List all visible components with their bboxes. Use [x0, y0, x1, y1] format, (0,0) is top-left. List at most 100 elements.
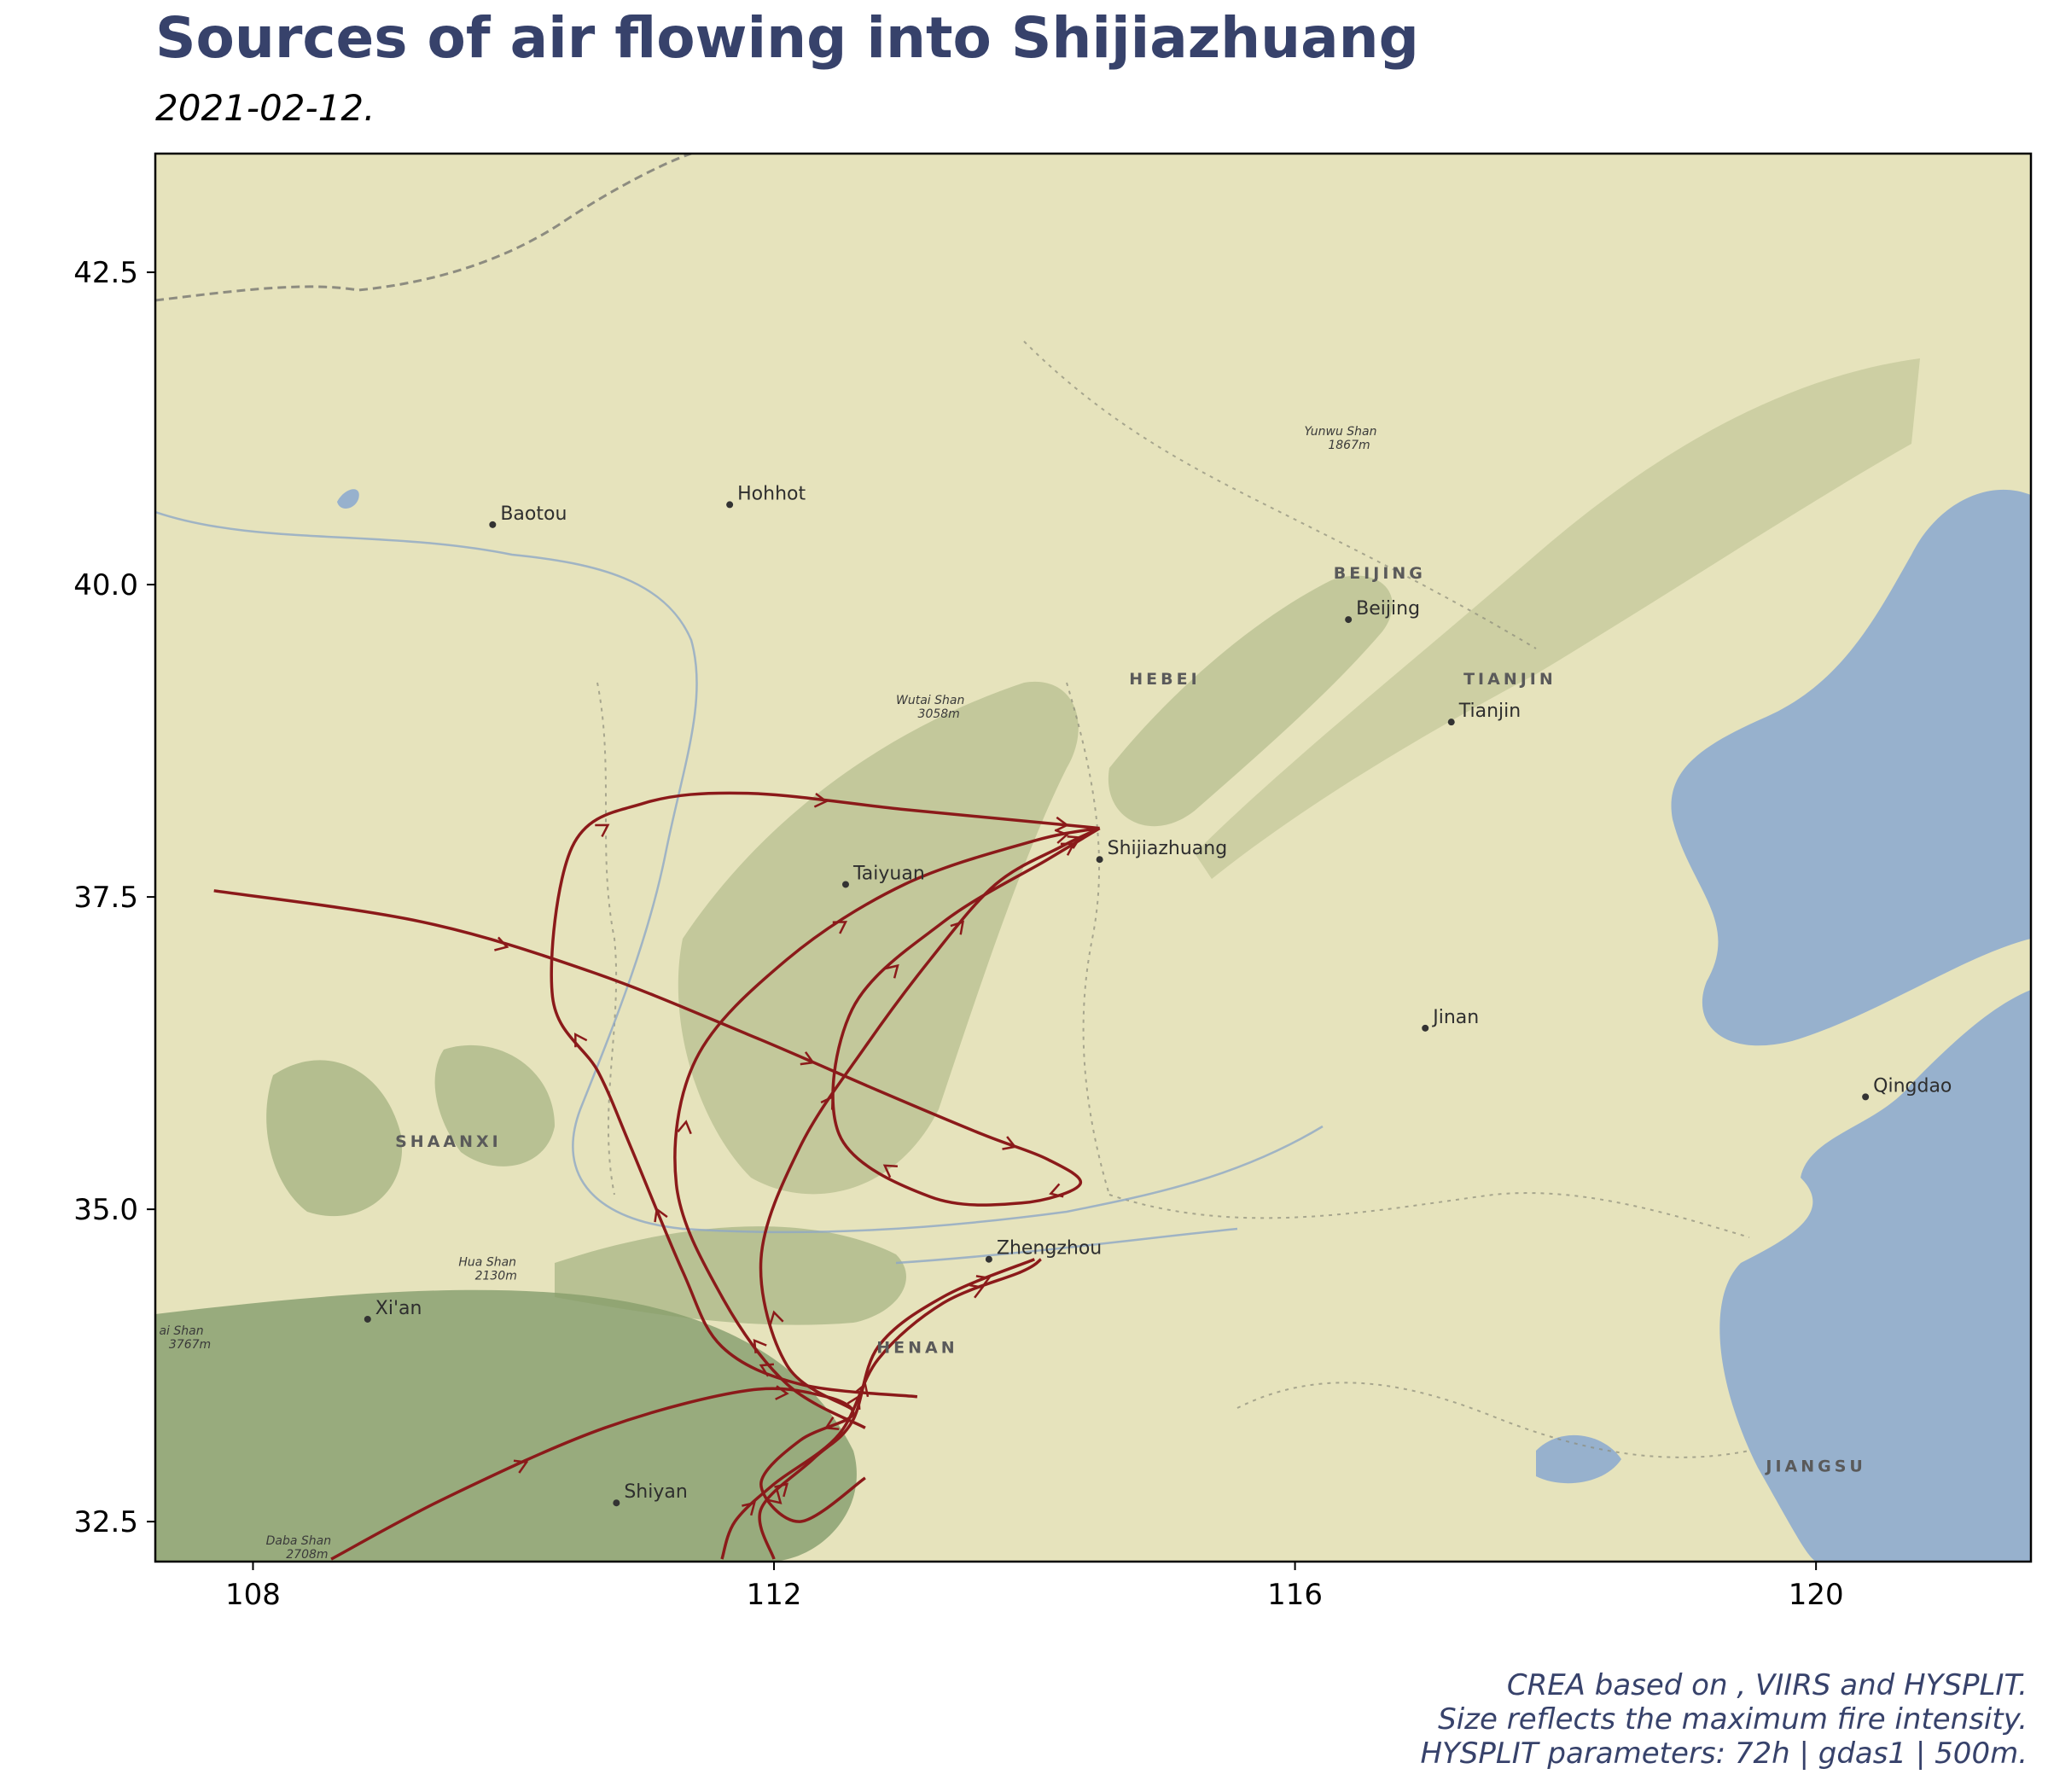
province-label: SHAANXI — [395, 1132, 502, 1151]
trajectory-arrow — [595, 823, 610, 837]
city-marker — [1096, 856, 1103, 864]
trajectory-arrow — [775, 1385, 789, 1400]
province-borders — [155, 154, 1750, 1458]
map-subtitle: 2021-02-12. — [155, 87, 375, 129]
mountain-region-qinling — [155, 1289, 857, 1562]
peak-name: Wutai Shan — [896, 694, 964, 707]
city-label: Xi'an — [375, 1298, 422, 1319]
trajectory-line — [759, 827, 1101, 1411]
x-tick-label: 116 — [1267, 1578, 1323, 1612]
caption-line-3: HYSPLIT parameters: 72h | gdas1 | 500m. — [1420, 1737, 2028, 1771]
city-marker — [841, 881, 849, 888]
trajectory-arrow — [769, 1310, 784, 1325]
peak-name: Hua Shan — [458, 1256, 516, 1270]
plot-frame — [154, 152, 2033, 1563]
trajectory-arrow — [885, 963, 899, 979]
city-marker — [1447, 719, 1455, 726]
trajectory-arrow — [494, 936, 509, 951]
y-tick-label: 35.0 — [73, 1193, 138, 1227]
map-title: Sources of air flowing into Shijiazhuang — [155, 5, 1419, 71]
peak-elevation: 2708m — [286, 1548, 328, 1562]
city-label: Hohhot — [737, 483, 806, 504]
peak-name: ai Shan — [159, 1324, 203, 1338]
city-marker — [726, 501, 734, 509]
city-label: Shiyan — [624, 1481, 687, 1503]
province-label: JIANGSU — [1764, 1457, 1865, 1476]
rivers — [155, 510, 1324, 1265]
trajectory-line — [673, 826, 1100, 1429]
y-tick-label: 37.5 — [73, 881, 138, 915]
trajectory-arrow — [767, 1490, 783, 1504]
province-label: HENAN — [876, 1339, 957, 1358]
trajectory-arrow — [1054, 829, 1069, 844]
trajectory-arrow — [882, 1164, 898, 1178]
lake-north — [337, 489, 359, 509]
trajectory-arrow — [800, 1051, 816, 1066]
caption: CREA based on , VIIRS and HYSPLIT. Size … — [1420, 1668, 2028, 1771]
map-plot-area[interactable]: Baotou Hohhot Beijing Tianjin Shijiazhuang Ta… — [155, 154, 2031, 1562]
peak-elevation: 2130m — [475, 1270, 517, 1283]
trajectory-arrow — [820, 1095, 835, 1110]
trajectory-line — [550, 791, 1100, 1399]
city-label: Baotou — [500, 503, 567, 525]
province-label: HEBEI — [1129, 670, 1200, 689]
trajectory-arrow — [753, 1338, 767, 1354]
y-tick-label: 42.5 — [73, 256, 138, 290]
y-tick-label: 32.5 — [73, 1505, 138, 1539]
peak-elevation: 3058m — [918, 707, 960, 721]
peak-elevation: 1867m — [1328, 439, 1370, 452]
terrain-layer — [155, 358, 1920, 1562]
city-label: Tianjin — [1458, 701, 1521, 722]
caption-line-2: Size reflects the maximum fire intensity… — [1438, 1702, 2028, 1737]
peak-elevation: 3767m — [169, 1338, 211, 1352]
caption-line-1: CREA based on , VIIRS and HYSPLIT. — [1506, 1668, 2028, 1702]
city-marker — [1345, 616, 1353, 624]
peak-name: Yunwu Shan — [1305, 425, 1377, 439]
province-label: TIANJIN — [1463, 670, 1556, 689]
city-label: Shijiazhuang — [1108, 838, 1228, 859]
trajectory-arrow — [774, 1482, 789, 1498]
trajectories-layer — [213, 791, 1101, 1561]
city-marker — [1862, 1093, 1870, 1101]
city-marker — [613, 1499, 620, 1507]
peak-name: Daba Shan — [266, 1534, 332, 1548]
city-marker — [1422, 1024, 1429, 1032]
mountain-region-north — [1195, 358, 1920, 879]
x-tick-label: 112 — [747, 1578, 802, 1612]
bohai-sea — [1671, 489, 2031, 1046]
trajectory-arrow — [1002, 1136, 1017, 1150]
mountain-region-taihang — [678, 681, 1079, 1195]
lake-hongze — [1536, 1434, 1621, 1484]
cities-layer: Baotou Hohhot Beijing Tianjin Shijiazhuang Ta… — [364, 483, 1952, 1507]
x-tick-label: 108 — [225, 1578, 281, 1612]
y-tick-label: 40.0 — [73, 568, 138, 602]
mountain-region-henan — [555, 1226, 906, 1325]
trajectory-arrow — [975, 1275, 992, 1289]
trajectory-arrow — [677, 1120, 692, 1135]
trajectory-arrow — [823, 1417, 840, 1431]
mountain-region-shaanxi-2 — [434, 1044, 555, 1167]
city-marker — [985, 1255, 992, 1263]
city-label: Jinan — [1431, 1007, 1479, 1028]
trajectory-arrow — [950, 920, 965, 935]
city-label: Zhengzhou — [997, 1238, 1102, 1260]
trajectory-arrow — [513, 1459, 529, 1474]
trajectory-arrow — [1049, 1183, 1064, 1198]
mountain-region-shaanxi — [266, 1060, 403, 1217]
city-label: Qingdao — [1873, 1075, 1952, 1097]
trajectory-arrow — [654, 1207, 668, 1223]
province-label: BEIJING — [1334, 564, 1426, 583]
trajectory-arrow — [574, 1033, 588, 1048]
city-marker — [489, 521, 497, 528]
trajectory-line — [758, 1258, 1035, 1560]
trajectory-arrow — [832, 921, 848, 934]
provinces-layer: BEIJING HEBEI TIANJIN SHAANXI HENAN JIANGSU — [395, 564, 1865, 1476]
city-marker — [364, 1315, 371, 1323]
city-label: Taiyuan — [852, 863, 925, 884]
trajectory-arrow — [1067, 835, 1082, 849]
x-tick-label: 120 — [1789, 1578, 1844, 1612]
trajectory-arrow — [742, 1501, 756, 1516]
trajectory-arrow — [813, 793, 829, 808]
